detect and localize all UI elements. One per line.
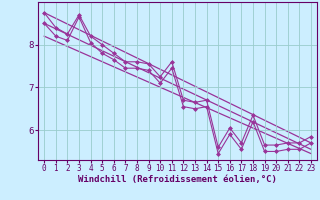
X-axis label: Windchill (Refroidissement éolien,°C): Windchill (Refroidissement éolien,°C) (78, 175, 277, 184)
